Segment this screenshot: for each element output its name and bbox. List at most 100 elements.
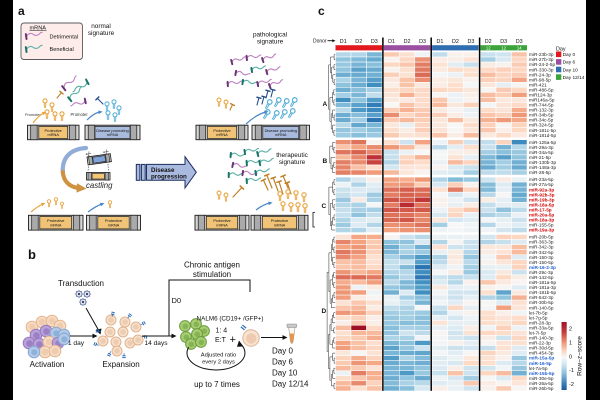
svg-text:let-7g-5p: let-7g-5p	[529, 315, 548, 320]
svg-text:miR-342-5p: miR-342-5p	[529, 250, 554, 255]
svg-text:miR-20b-5p: miR-20b-5p	[529, 235, 554, 240]
svg-text:miR124-3p: miR124-3p	[529, 92, 552, 97]
svg-text:miR-92a-3p: miR-92a-3p	[529, 187, 554, 192]
svg-text:miR-26a-5p: miR-26a-5p	[529, 381, 554, 386]
svg-text:Day 0: Day 0	[563, 52, 576, 58]
svg-text:miR-140-3p: miR-140-3p	[529, 336, 554, 341]
svg-text:1: 1	[569, 340, 572, 346]
svg-text:miR-27b-3p: miR-27b-3p	[529, 57, 554, 62]
svg-text:let-7i-5p: let-7i-5p	[529, 330, 546, 335]
svg-text:miR-181c-5p: miR-181c-5p	[529, 128, 556, 133]
svg-text:D2: D2	[452, 39, 459, 45]
svg-text:E:T: E:T	[215, 337, 227, 344]
svg-text:mRNA: mRNA	[216, 222, 228, 227]
svg-text:let-7b-5p: let-7b-5p	[529, 310, 548, 315]
svg-text:0: 0	[569, 354, 572, 360]
svg-text:miR-18a-3p: miR-18a-3p	[529, 218, 554, 223]
svg-text:Transduction: Transduction	[58, 279, 104, 288]
svg-text:2: 2	[569, 327, 572, 333]
svg-text:Protective: Protective	[45, 128, 62, 133]
svg-text:14: 14	[517, 46, 522, 51]
svg-text:C: C	[322, 203, 327, 210]
svg-text:stimulation: stimulation	[193, 270, 231, 279]
svg-text:miR-27a-5p: miR-27a-5p	[529, 182, 554, 187]
svg-text:miR-17-5p: miR-17-5p	[529, 207, 552, 212]
svg-text:D1: D1	[388, 39, 395, 45]
svg-text:Adjusted ratio: Adjusted ratio	[201, 353, 236, 359]
svg-text:miR-142-5p: miR-142-5p	[529, 275, 554, 280]
svg-text:miR-19b-3p: miR-19b-3p	[529, 197, 555, 202]
svg-text:mRNA: mRNA	[108, 222, 120, 227]
svg-text:NALM6 (CD19+ /GFP+): NALM6 (CD19+ /GFP+)	[197, 316, 264, 323]
svg-text:therapeutic: therapeutic	[276, 152, 308, 159]
svg-text:+: +	[230, 334, 236, 346]
svg-text:miR-454-3p: miR-454-3p	[529, 351, 554, 356]
svg-text:miR-324-5p: miR-324-5p	[529, 123, 554, 128]
svg-text:miR-342-3p: miR-342-3p	[529, 245, 554, 250]
svg-text:D3: D3	[419, 39, 426, 45]
svg-text:-2: -2	[569, 382, 574, 388]
svg-text:Disease promoting: Disease promoting	[96, 128, 128, 133]
svg-text:Protective: Protective	[105, 218, 122, 223]
svg-text:miR146a-5p: miR146a-5p	[529, 98, 555, 103]
svg-text:miR-181a-3p: miR-181a-3p	[529, 285, 556, 290]
svg-text:D3: D3	[500, 39, 507, 45]
svg-text:Detrimental: Detrimental	[50, 35, 79, 41]
svg-text:D1: D1	[436, 39, 443, 45]
svg-text:let-7a-5p: let-7a-5p	[529, 366, 548, 371]
svg-text:B: B	[323, 158, 328, 165]
svg-text:miR-125a-5p: miR-125a-5p	[529, 140, 556, 145]
svg-text:miR-421: miR-421	[529, 82, 547, 87]
svg-text:miR-24-2-5p: miR-24-2-5p	[529, 62, 555, 67]
svg-text:miR-15a-5p: miR-15a-5p	[529, 356, 554, 361]
svg-text:D3: D3	[467, 39, 474, 45]
svg-text:mRNA: mRNA	[107, 132, 119, 137]
svg-text:miR-486-5p: miR-486-5p	[529, 87, 554, 92]
svg-text:Day: Day	[556, 47, 566, 53]
svg-text:Protective: Protective	[271, 218, 288, 223]
svg-text:Activation: Activation	[30, 360, 65, 369]
svg-text:miR-21-5p: miR-21-5p	[529, 155, 551, 160]
svg-text:miR-28-5p: miR-28-5p	[529, 170, 551, 175]
svg-text:Day 6: Day 6	[563, 60, 576, 66]
svg-text:castling: castling	[86, 181, 113, 190]
svg-text:D2: D2	[485, 39, 492, 45]
svg-text:mRNA: mRNA	[50, 222, 62, 227]
svg-text:miR-181a-5p: miR-181a-5p	[529, 280, 556, 285]
svg-text:miR-330-3p: miR-330-3p	[529, 67, 554, 72]
svg-text:1 day: 1 day	[68, 340, 85, 347]
svg-text:signature: signature	[279, 159, 306, 166]
svg-text:every 2 days: every 2 days	[202, 360, 235, 366]
svg-text:pathological: pathological	[253, 32, 287, 39]
svg-text:miR-33a-5p: miR-33a-5p	[529, 325, 554, 330]
svg-text:Beneficial: Beneficial	[50, 47, 74, 53]
svg-text:mRNA: mRNA	[274, 222, 286, 227]
svg-text:miR-29c-3p: miR-29c-3p	[529, 270, 554, 275]
svg-text:miR-34a-5p: miR-34a-5p	[529, 150, 554, 155]
svg-text:miR-181b-5p: miR-181b-5p	[529, 290, 556, 295]
svg-text:A: A	[323, 101, 328, 108]
svg-text:miR-28-3p: miR-28-3p	[529, 320, 551, 325]
svg-text:-1: -1	[569, 368, 574, 374]
svg-text:miR-181d-5p: miR-181d-5p	[529, 133, 556, 138]
svg-text:signature: signature	[257, 39, 284, 46]
svg-text:Promoter: Promoter	[25, 113, 41, 117]
svg-text:D3: D3	[371, 39, 378, 45]
svg-text:miR-18a-5p: miR-18a-5p	[529, 202, 554, 207]
svg-text:miR-150-5p: miR-150-5p	[529, 260, 554, 265]
svg-text:14 days: 14 days	[144, 340, 168, 347]
svg-text:miR-132-3p: miR-132-3p	[529, 108, 554, 113]
svg-text:miR-22-3p: miR-22-3p	[529, 341, 551, 346]
svg-text:c: c	[318, 4, 325, 18]
svg-text:D0: D0	[172, 296, 182, 305]
svg-text:miR-34b-5p: miR-34b-5p	[529, 113, 554, 118]
svg-text:mRNA: mRNA	[216, 132, 228, 137]
svg-text:miR-130b-3p: miR-130b-3p	[529, 160, 556, 165]
svg-text:miR-150-3p: miR-150-3p	[529, 255, 554, 260]
svg-text:Disease: Disease	[151, 167, 175, 174]
svg-text:Promoter: Promoter	[71, 112, 89, 117]
svg-text:mRNA: mRNA	[275, 132, 287, 137]
svg-text:miR-29a-3p: miR-29a-3p	[529, 145, 554, 150]
svg-text:miR-23b-3p: miR-23b-3p	[529, 52, 554, 57]
svg-text:Day 10: Day 10	[272, 369, 298, 378]
